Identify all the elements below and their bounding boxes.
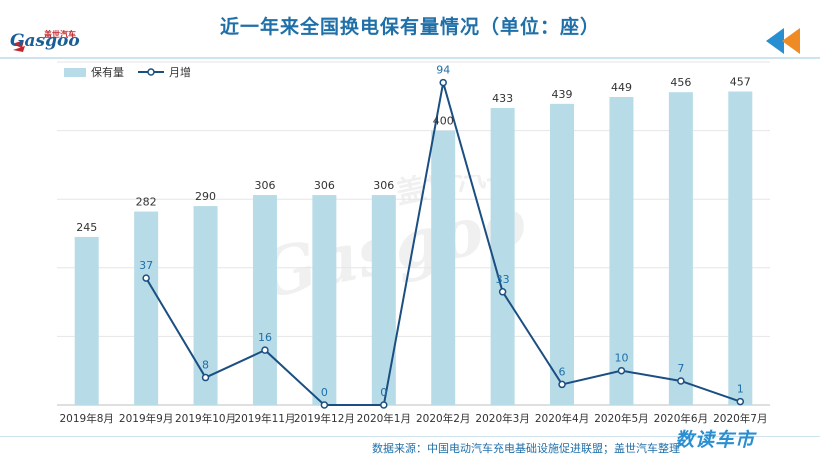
bar-label-4: 306 xyxy=(314,179,335,192)
legend-swatch-line xyxy=(138,68,164,76)
logo-swoosh-icon xyxy=(12,40,25,52)
bar-8 xyxy=(550,103,575,405)
x-tick-label-8: 2020年4月 xyxy=(535,412,589,425)
line-label-11: 1 xyxy=(737,383,744,396)
bar-label-0: 245 xyxy=(76,221,97,234)
x-tick-label-11: 2020年7月 xyxy=(713,412,767,425)
bar-label-11: 457 xyxy=(730,75,751,88)
bar-label-10: 456 xyxy=(670,76,691,89)
x-tick-label-0: 2019年8月 xyxy=(60,412,114,425)
grid-lines xyxy=(57,61,770,406)
point-2 xyxy=(201,373,210,382)
title-bar: 近一年来全国换电保有量情况（单位：座） xyxy=(0,0,820,62)
brand-text: 数读车市 xyxy=(675,429,756,451)
line-label-6: 94 xyxy=(436,64,450,77)
x-tick-label-7: 2020年3月 xyxy=(475,412,529,425)
bar-5 xyxy=(371,195,396,405)
double-arrow-icon xyxy=(766,28,800,54)
bar-0 xyxy=(74,236,99,405)
logo-cn-text: 盖世汽车 xyxy=(44,30,76,39)
line-label-4: 0 xyxy=(321,386,328,399)
legend-swatch-bar xyxy=(64,67,86,77)
point-10 xyxy=(677,377,685,385)
gasgoo-logo xyxy=(10,30,130,58)
point-4 xyxy=(320,401,329,409)
x-tick-label-5: 2020年1月 xyxy=(357,412,411,425)
bar-label-9: 449 xyxy=(611,81,632,94)
legend-item-monthly: 月增 xyxy=(138,64,191,80)
line-series xyxy=(142,78,745,409)
x-tick-label-6: 2020年2月 xyxy=(416,412,470,425)
legend-label-monthly: 月增 xyxy=(169,66,191,79)
point-11 xyxy=(736,397,745,406)
bar-label-6: 400 xyxy=(433,115,454,128)
point-3 xyxy=(261,346,269,354)
point-6 xyxy=(439,78,447,87)
x-tick-label-4: 2019年12月 xyxy=(294,412,355,425)
line-label-3: 16 xyxy=(258,331,272,344)
line-label-5: 0 xyxy=(380,386,387,399)
bar-label-2: 290 xyxy=(195,190,216,203)
chart-legend: 保有量 月增 xyxy=(64,64,205,80)
x-tick-label-10: 2020年6月 xyxy=(654,412,708,425)
chart-title: 近一年来全国换电保有量情况（单位：座） xyxy=(219,16,600,38)
point-1 xyxy=(142,274,150,282)
x-tick-label-3: 2019年11月 xyxy=(234,412,295,425)
bar-label-1: 282 xyxy=(136,196,157,209)
point-7 xyxy=(498,288,507,296)
bar-6 xyxy=(431,130,456,405)
data-labels: 245 282 290 306 306 306 400 433 439 449 456 457 37 8 1… xyxy=(76,64,751,399)
legend-item-stock: 保有量 xyxy=(64,64,124,80)
title-divider xyxy=(0,57,820,59)
line-label-2: 8 xyxy=(202,359,209,372)
bar-label-8: 439 xyxy=(552,88,573,101)
line-label-8: 6 xyxy=(559,365,566,378)
line-label-1: 37 xyxy=(139,259,153,272)
bar-9 xyxy=(609,96,634,406)
bar-3 xyxy=(252,195,277,405)
data-source: 数据来源：中国电动汽车充电基础设施促进联盟；盖世汽车整理 xyxy=(372,442,680,455)
bar-label-7: 433 xyxy=(492,92,513,105)
x-tick-label-9: 2020年5月 xyxy=(594,412,648,425)
line-label-9: 10 xyxy=(614,352,628,365)
bar-11 xyxy=(728,91,753,406)
bar-label-3: 306 xyxy=(254,179,275,192)
bar-4 xyxy=(312,195,337,405)
line-label-7: 33 xyxy=(496,273,510,286)
bar-10 xyxy=(668,92,693,406)
line-label-10: 7 xyxy=(677,362,684,375)
point-5 xyxy=(380,401,388,409)
x-tick-label-2: 2019年10月 xyxy=(175,412,236,425)
legend-label-stock: 保有量 xyxy=(91,66,124,79)
bar-7 xyxy=(490,107,515,405)
bar-2 xyxy=(193,206,218,405)
bar-1 xyxy=(134,211,159,405)
point-9 xyxy=(617,366,626,375)
footer-divider xyxy=(0,436,820,437)
x-tick-label-1: 2019年9月 xyxy=(119,412,173,425)
point-8 xyxy=(558,380,566,389)
bar-label-5: 306 xyxy=(373,179,394,192)
logo-text: Gasgoo xyxy=(10,31,80,51)
bar-series xyxy=(74,91,753,406)
